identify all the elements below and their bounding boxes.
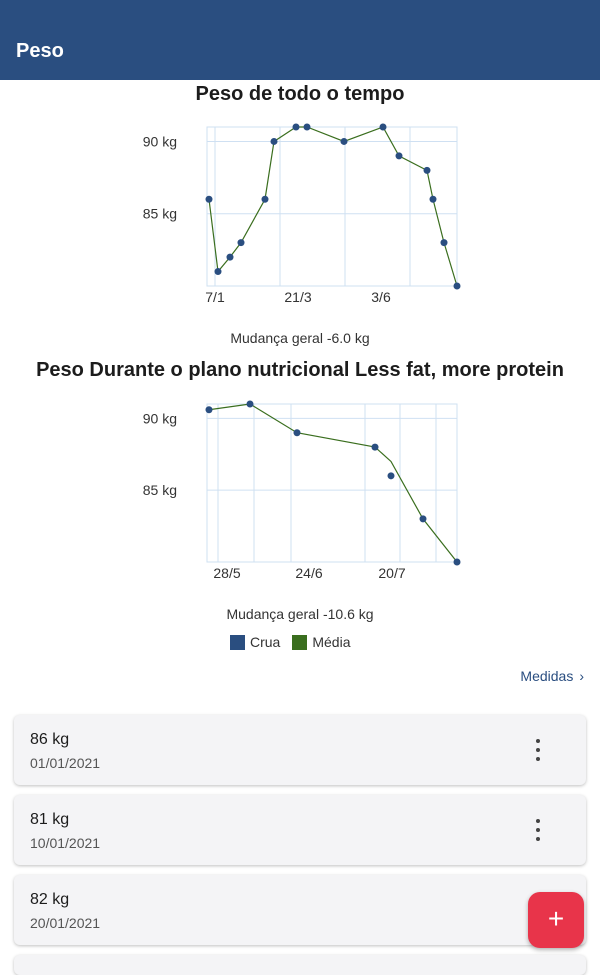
legend-label-crua: Crua xyxy=(250,634,281,650)
series-line-media xyxy=(208,403,458,563)
chart-legend: Crua Média xyxy=(230,634,363,650)
overall-change-nutrition-plan: Mudança geral -10.6 kg xyxy=(226,606,374,622)
data-point-crua xyxy=(340,137,348,145)
data-point-crua xyxy=(371,443,379,451)
data-point-crua xyxy=(303,123,311,131)
legend-label-media: Média xyxy=(312,634,351,650)
weight-entry-card[interactable]: 81 kg 10/01/2021 xyxy=(14,795,586,865)
legend-item-media: Média xyxy=(292,634,351,650)
x-tick-label: 21/3 xyxy=(284,289,311,305)
x-tick-label: 3/6 xyxy=(371,289,391,305)
weight-entry-card[interactable]: 82 kg 20/01/2021 xyxy=(14,875,586,945)
data-point-crua xyxy=(214,268,222,276)
entry-date: 20/01/2021 xyxy=(30,915,101,931)
more-options-icon[interactable] xyxy=(530,739,546,761)
x-tick-label: 20/7 xyxy=(378,565,405,581)
app-bar: Peso xyxy=(0,0,600,80)
data-point-crua xyxy=(387,472,395,480)
data-point-crua xyxy=(261,195,269,203)
x-tick-label: 28/5 xyxy=(213,565,240,581)
data-point-crua xyxy=(453,282,461,290)
chevron-right-icon: › xyxy=(579,668,584,684)
data-point-crua xyxy=(379,123,387,131)
plot-area xyxy=(206,126,458,287)
add-entry-button[interactable]: + xyxy=(528,892,584,948)
chart-all-time: 85 kg 90 kg 7/1 21/3 3/6 xyxy=(143,123,461,305)
data-point-crua xyxy=(429,195,437,203)
overall-change-all-time: Mudança geral -6.0 kg xyxy=(230,330,370,346)
data-point-crua xyxy=(293,429,301,437)
y-tick-label: 85 kg xyxy=(143,206,177,222)
more-options-icon[interactable] xyxy=(530,819,546,841)
entry-date: 10/01/2021 xyxy=(30,835,101,851)
x-tick-label: 24/6 xyxy=(295,565,322,581)
legend-swatch-media xyxy=(292,634,308,650)
legend-item-crua: Crua xyxy=(230,634,280,650)
medidas-link[interactable]: Medidas › xyxy=(520,668,584,684)
medidas-label: Medidas xyxy=(520,668,574,684)
data-point-crua xyxy=(226,253,234,261)
plus-icon: + xyxy=(547,903,565,934)
chart-title-all-time: Peso de todo o tempo xyxy=(195,83,405,105)
y-tick-label: 85 kg xyxy=(143,482,177,498)
data-point-crua xyxy=(237,239,245,247)
entry-weight: 82 kg xyxy=(30,891,70,908)
weight-entry-card-partial[interactable] xyxy=(14,955,586,975)
data-point-crua xyxy=(246,400,254,408)
page-title: Peso xyxy=(16,40,64,62)
chart-nutrition-plan: 85 kg 90 kg 28/5 24/6 20/7 xyxy=(143,400,461,581)
entry-weight: 81 kg xyxy=(30,811,70,828)
y-tick-label: 90 kg xyxy=(143,410,177,426)
data-point-crua xyxy=(395,152,403,160)
data-point-crua xyxy=(270,137,278,145)
x-tick-label: 7/1 xyxy=(205,289,225,305)
data-point-crua xyxy=(205,195,213,203)
data-point-crua xyxy=(205,406,213,414)
plot-area xyxy=(206,403,458,563)
legend-swatch-crua xyxy=(230,634,245,650)
weight-entry-card[interactable]: 86 kg 01/01/2021 xyxy=(14,715,586,785)
data-point-crua xyxy=(453,558,461,566)
data-point-crua xyxy=(423,166,431,174)
entry-date: 01/01/2021 xyxy=(30,755,101,771)
y-tick-label: 90 kg xyxy=(143,133,177,149)
entry-weight: 86 kg xyxy=(30,731,70,748)
chart-title-nutrition-plan: Peso Durante o plano nutricional Less fa… xyxy=(36,359,564,381)
data-point-crua xyxy=(440,239,448,247)
data-point-crua xyxy=(419,515,427,523)
data-point-crua xyxy=(292,123,300,131)
